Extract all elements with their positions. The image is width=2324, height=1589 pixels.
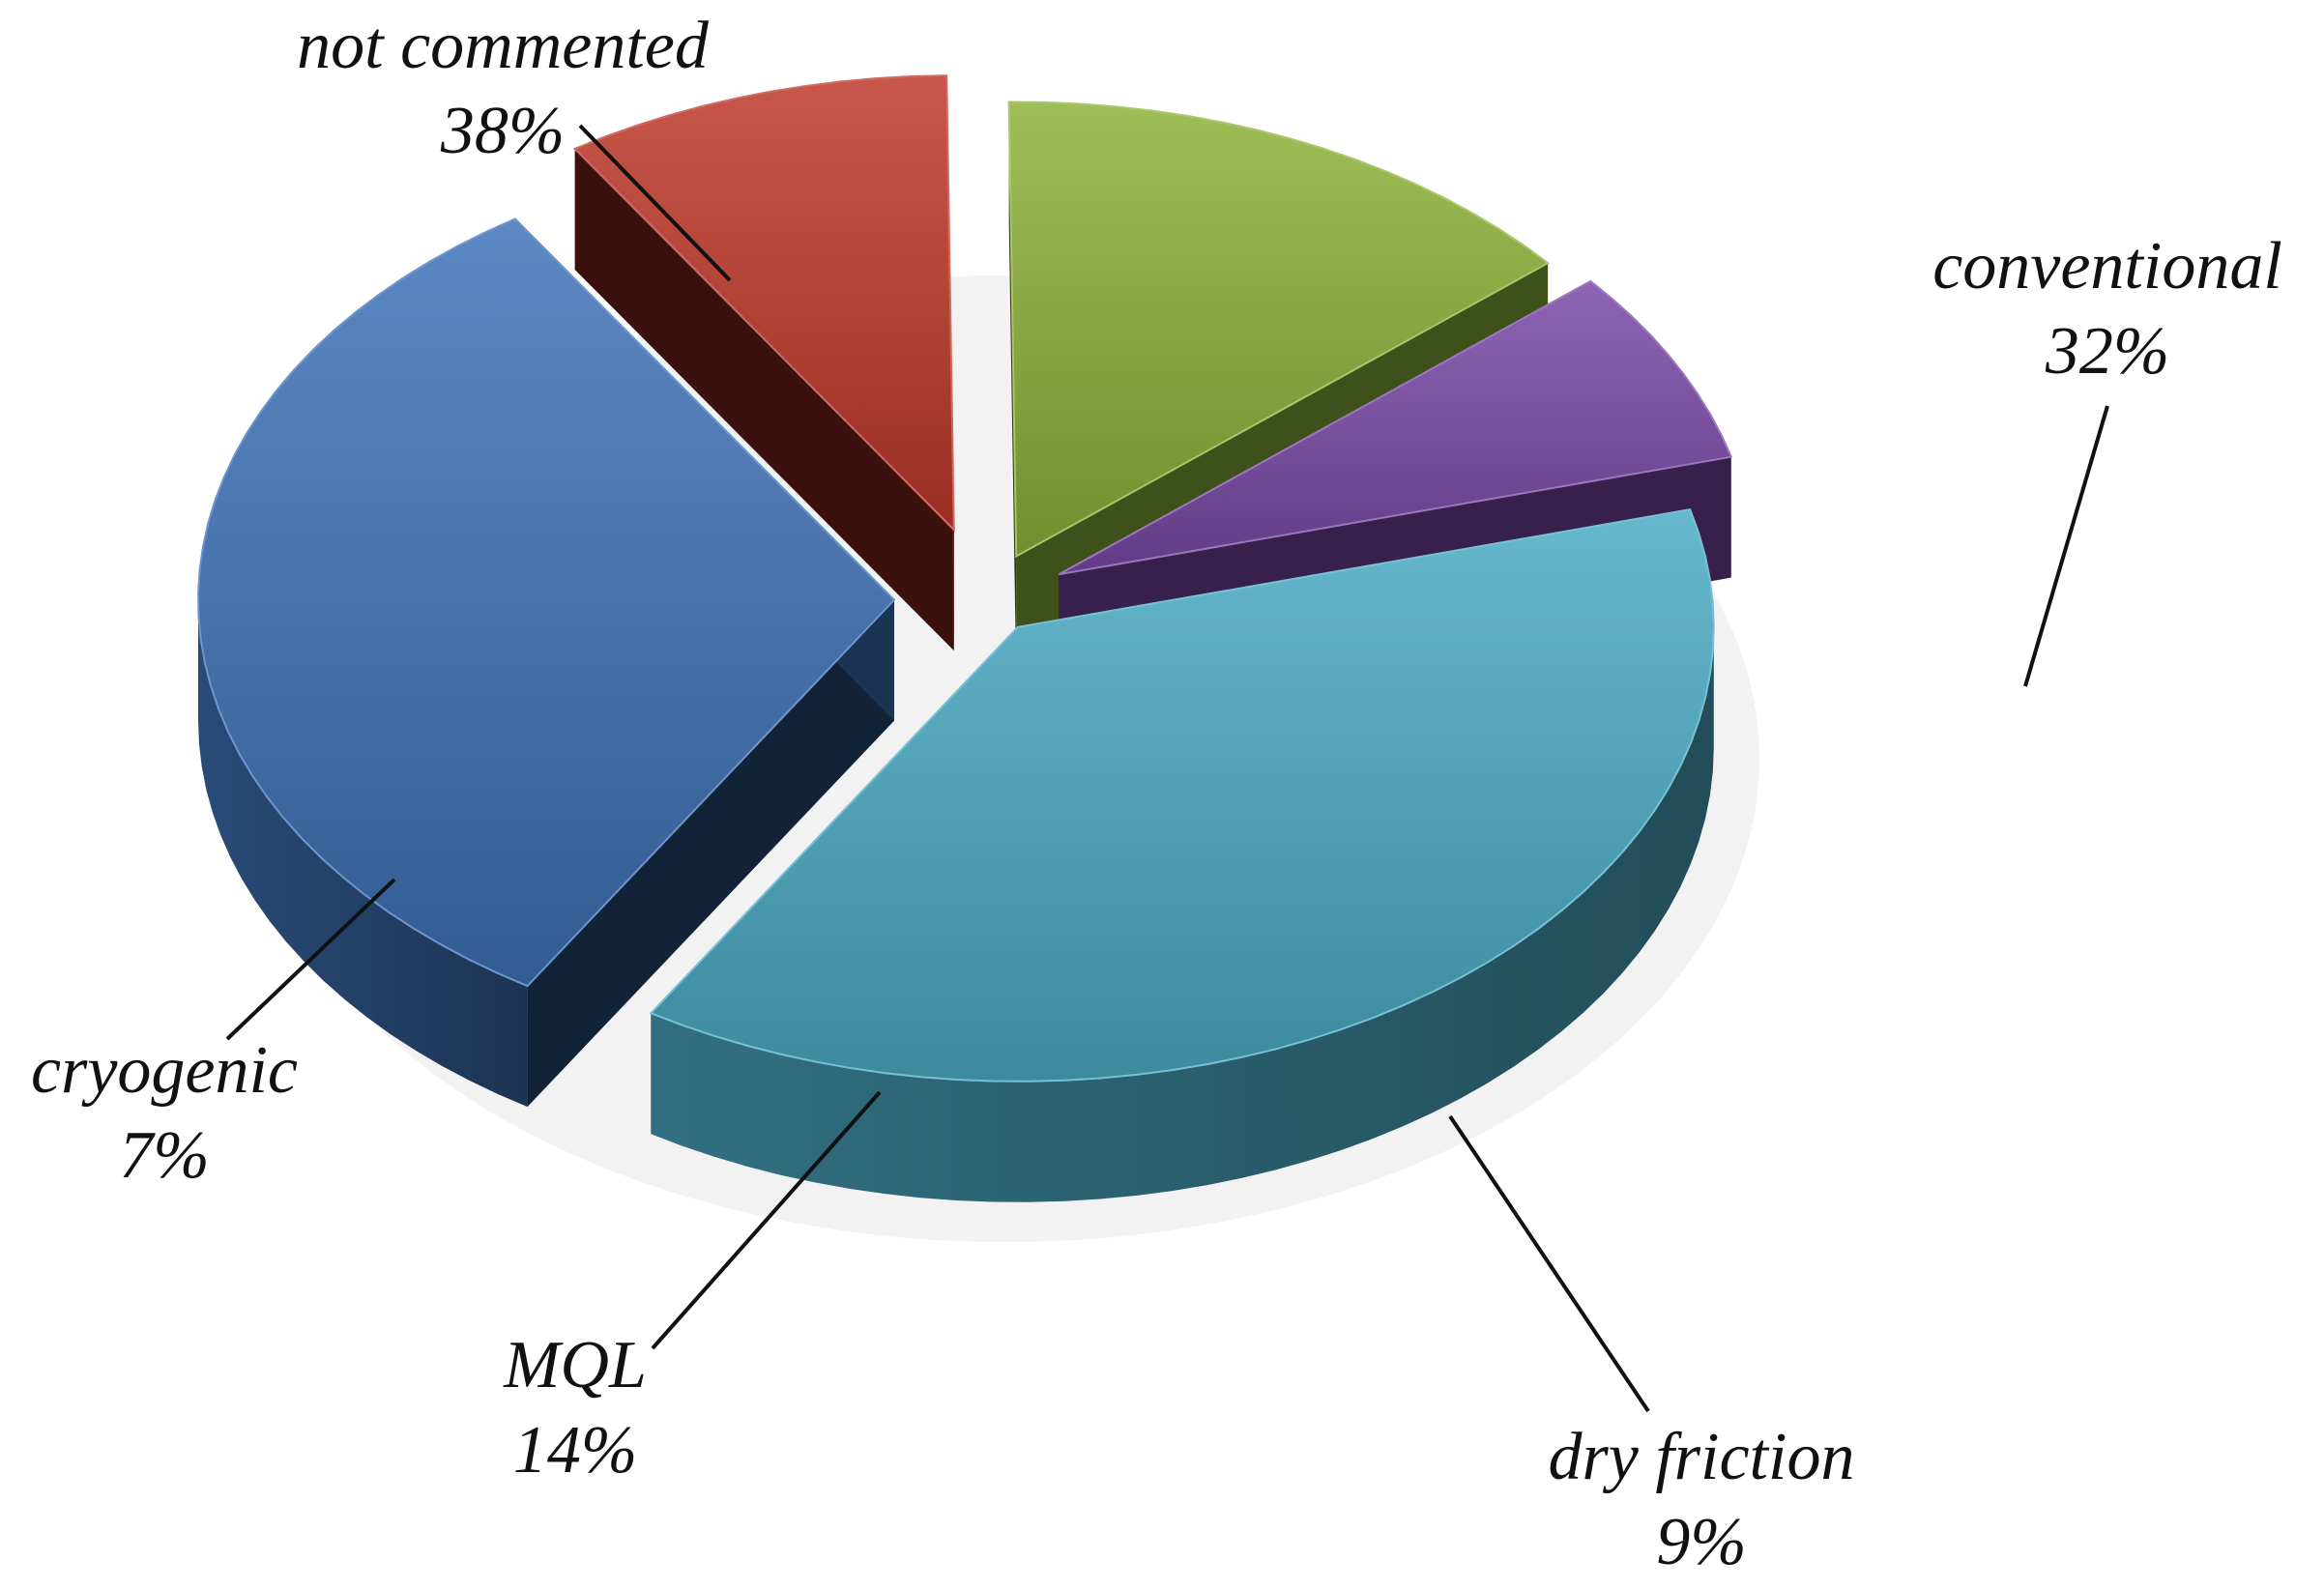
leader-line-conventional bbox=[2023, 405, 2109, 687]
value-label-not-commented: 38% bbox=[440, 94, 565, 168]
leader-line-dry-friction bbox=[1448, 1114, 1650, 1413]
slice-wall-conventional-start bbox=[527, 599, 895, 1108]
leader-line-not-commented bbox=[578, 124, 732, 282]
label-dry-friction: dry friction bbox=[1549, 1420, 1855, 1494]
slice-outer-wall-not-commented-0 bbox=[651, 626, 1714, 1202]
leader-lines bbox=[225, 124, 2109, 1413]
value-label-cryogenic: 7% bbox=[119, 1118, 209, 1193]
slice-mql bbox=[1007, 101, 1551, 559]
value-label-mql: 14% bbox=[513, 1413, 637, 1488]
slice-wall-dry-friction-start bbox=[574, 148, 954, 651]
label-conventional: conventional bbox=[1932, 229, 2282, 303]
slice-not-commented bbox=[649, 508, 1715, 1083]
leader-line-mql bbox=[651, 1090, 882, 1350]
value-label-conventional: 32% bbox=[2045, 314, 2169, 389]
label-mql: MQL bbox=[503, 1328, 647, 1402]
slice-labels: not commented 38% conventional 32% dry frict… bbox=[31, 9, 2282, 1579]
slice-conventional bbox=[197, 217, 896, 988]
slice-dry-friction bbox=[572, 74, 955, 533]
label-not-commented: not commented bbox=[297, 9, 710, 83]
value-label-dry-friction: 9% bbox=[1656, 1505, 1746, 1579]
slice-outer-wall-conventional-0 bbox=[198, 599, 528, 1108]
slice-tops bbox=[197, 74, 1733, 1083]
leader-line-cryogenic bbox=[225, 878, 396, 1041]
slice-cryogenic bbox=[1058, 279, 1733, 576]
label-cryogenic: cryogenic bbox=[31, 1033, 298, 1108]
